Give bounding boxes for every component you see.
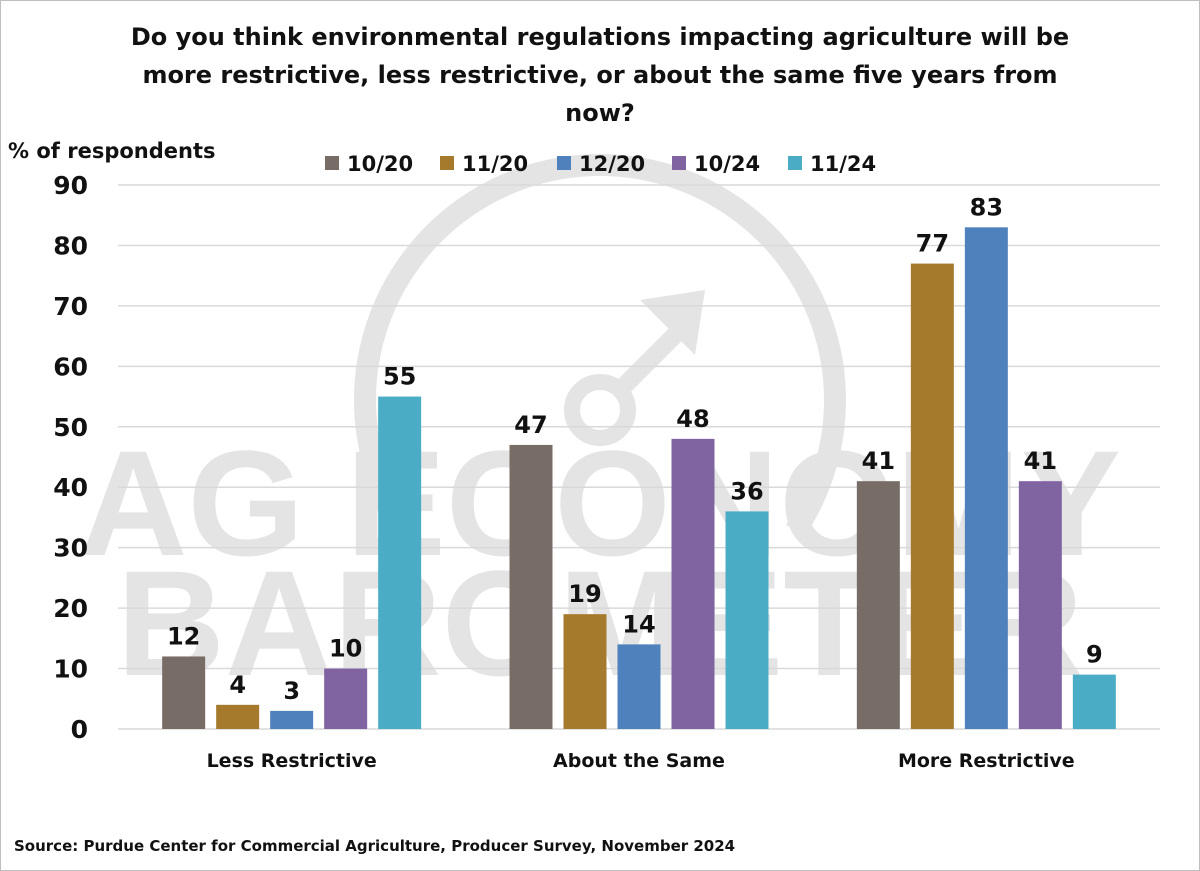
data-label: 12 [167, 622, 200, 650]
data-label: 77 [916, 230, 949, 258]
y-tick-label: 90 [53, 171, 88, 200]
y-tick-label: 60 [53, 352, 88, 381]
legend-label: 11/24 [810, 152, 876, 176]
x-category-label: About the Same [553, 750, 725, 772]
legend-swatch [788, 156, 802, 170]
bar [270, 710, 314, 729]
legend-label: 10/20 [347, 152, 413, 176]
legend-label: 11/20 [462, 152, 528, 176]
legend-label: 10/24 [694, 152, 760, 176]
legend-swatch [325, 156, 339, 170]
y-tick-label: 80 [53, 231, 88, 260]
legend-swatch [440, 156, 454, 170]
bar [162, 656, 206, 729]
data-label: 41 [862, 447, 895, 475]
bar [725, 511, 769, 729]
chart-title-line-3: now? [565, 99, 635, 127]
y-tick-label: 0 [71, 715, 88, 744]
bar [856, 481, 900, 729]
bar [1072, 674, 1116, 729]
legend-swatch [557, 156, 571, 170]
data-label: 36 [730, 477, 763, 505]
data-label: 83 [970, 193, 1003, 221]
bar [378, 396, 422, 729]
data-label: 41 [1024, 447, 1057, 475]
data-label: 3 [283, 677, 300, 705]
y-tick-label: 50 [53, 413, 88, 442]
data-label: 9 [1086, 641, 1103, 669]
data-label: 55 [383, 363, 416, 391]
y-tick-label: 30 [53, 534, 88, 563]
legend-swatch [672, 156, 686, 170]
data-label: 14 [622, 610, 655, 638]
data-label: 19 [568, 580, 601, 608]
data-label: 4 [229, 671, 246, 699]
legend-label: 12/20 [579, 152, 645, 176]
y-axis-label: % of respondents [8, 139, 216, 163]
bar [910, 263, 954, 729]
data-label: 48 [676, 405, 709, 433]
bar [216, 704, 260, 729]
y-tick-label: 40 [53, 473, 88, 502]
data-label: 47 [514, 411, 547, 439]
y-tick-label: 20 [53, 594, 88, 623]
x-category-label: Less Restrictive [207, 750, 377, 772]
data-label: 10 [329, 635, 362, 663]
x-category-label: More Restrictive [898, 750, 1075, 772]
bar [509, 444, 553, 729]
y-tick-label: 70 [53, 292, 88, 321]
chart-title-line-2: more restrictive, less restrictive, or a… [142, 61, 1057, 89]
chart-title-line-1: Do you think environmental regulations i… [131, 23, 1069, 51]
source-note: Source: Purdue Center for Commercial Agr… [14, 837, 735, 855]
bar [324, 668, 368, 729]
y-tick-label: 10 [53, 655, 88, 684]
bar [617, 644, 661, 729]
bar [563, 614, 607, 729]
bar [964, 227, 1008, 730]
bar [1018, 481, 1062, 729]
bar [671, 438, 715, 729]
